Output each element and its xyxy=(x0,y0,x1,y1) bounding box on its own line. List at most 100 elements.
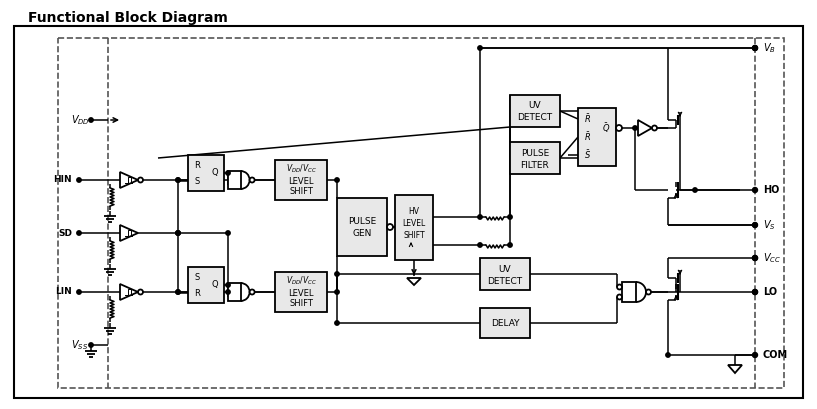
Text: R: R xyxy=(194,160,200,169)
Text: COM: COM xyxy=(763,350,788,360)
Circle shape xyxy=(77,231,81,235)
Bar xyxy=(480,258,530,290)
Bar xyxy=(275,160,327,200)
Circle shape xyxy=(752,45,757,50)
Polygon shape xyxy=(120,284,138,300)
Bar xyxy=(395,195,433,260)
Circle shape xyxy=(176,290,181,294)
Text: FILTER: FILTER xyxy=(520,160,549,169)
Circle shape xyxy=(752,223,757,227)
Text: LEVEL: LEVEL xyxy=(403,218,426,227)
Circle shape xyxy=(225,231,230,235)
Circle shape xyxy=(652,126,657,130)
Circle shape xyxy=(77,178,81,182)
Text: GEN: GEN xyxy=(352,229,372,238)
Text: HO: HO xyxy=(763,185,779,195)
Circle shape xyxy=(508,243,512,247)
Circle shape xyxy=(752,290,757,294)
Circle shape xyxy=(176,290,181,294)
Circle shape xyxy=(508,215,512,219)
Polygon shape xyxy=(638,120,652,136)
Circle shape xyxy=(138,178,143,182)
Circle shape xyxy=(617,285,622,290)
Text: Q: Q xyxy=(212,169,218,178)
Text: $V_S$: $V_S$ xyxy=(763,218,776,232)
Circle shape xyxy=(335,290,339,294)
Text: LIN: LIN xyxy=(56,288,72,297)
Circle shape xyxy=(176,178,181,182)
Text: UV: UV xyxy=(498,265,511,274)
Circle shape xyxy=(752,187,757,193)
Text: SHIFT: SHIFT xyxy=(289,299,313,308)
Text: LO: LO xyxy=(763,287,777,297)
Circle shape xyxy=(335,272,339,276)
Bar xyxy=(337,198,387,256)
Text: SHIFT: SHIFT xyxy=(289,187,313,196)
Bar xyxy=(510,95,560,127)
Circle shape xyxy=(633,126,637,130)
Circle shape xyxy=(478,215,482,219)
Circle shape xyxy=(617,294,622,299)
Circle shape xyxy=(250,178,255,182)
Circle shape xyxy=(646,290,651,294)
Circle shape xyxy=(89,343,93,347)
Circle shape xyxy=(752,256,757,261)
Text: DETECT: DETECT xyxy=(517,114,552,123)
Text: $\bar{S}$: $\bar{S}$ xyxy=(584,148,592,162)
Text: $\bar{Q}$: $\bar{Q}$ xyxy=(602,121,610,135)
Circle shape xyxy=(752,45,757,50)
Circle shape xyxy=(752,46,757,50)
Bar xyxy=(228,283,240,301)
Bar xyxy=(188,155,224,191)
Bar xyxy=(480,308,530,338)
Text: $V_{DD}/V_{CC}$: $V_{DD}/V_{CC}$ xyxy=(285,163,316,175)
Text: $V_{DD}$: $V_{DD}$ xyxy=(70,113,89,127)
Bar xyxy=(510,142,560,174)
Text: UV: UV xyxy=(529,101,542,110)
Text: $V_B$: $V_B$ xyxy=(763,41,776,55)
Circle shape xyxy=(478,46,482,50)
Bar xyxy=(622,282,636,302)
Circle shape xyxy=(250,290,255,294)
Circle shape xyxy=(478,243,482,247)
Circle shape xyxy=(387,224,393,230)
Bar xyxy=(578,108,616,166)
Bar xyxy=(275,272,327,312)
Circle shape xyxy=(77,290,81,294)
Text: PULSE: PULSE xyxy=(348,218,376,227)
Text: LEVEL: LEVEL xyxy=(288,288,314,297)
Circle shape xyxy=(176,178,181,182)
Text: $\bar{R}$: $\bar{R}$ xyxy=(584,130,592,144)
Text: $V_{CC}$: $V_{CC}$ xyxy=(763,251,781,265)
Circle shape xyxy=(752,256,757,261)
Text: SD: SD xyxy=(58,229,72,238)
Text: DETECT: DETECT xyxy=(488,276,523,285)
Bar xyxy=(58,38,784,388)
Circle shape xyxy=(176,231,181,235)
Circle shape xyxy=(225,171,230,175)
Text: Functional Block Diagram: Functional Block Diagram xyxy=(28,11,228,25)
Circle shape xyxy=(225,290,230,294)
Text: S: S xyxy=(194,177,199,186)
Polygon shape xyxy=(728,365,742,373)
Text: HV: HV xyxy=(408,207,419,216)
Circle shape xyxy=(693,188,697,192)
Text: $V_{DD}/V_{CC}$: $V_{DD}/V_{CC}$ xyxy=(285,275,316,287)
Text: S: S xyxy=(194,272,199,281)
Text: HIN: HIN xyxy=(53,175,72,184)
Circle shape xyxy=(89,118,93,122)
Text: DELAY: DELAY xyxy=(491,319,520,328)
Circle shape xyxy=(138,290,143,294)
Circle shape xyxy=(666,353,670,357)
Circle shape xyxy=(176,231,181,235)
Circle shape xyxy=(752,290,757,294)
Circle shape xyxy=(225,283,230,287)
Polygon shape xyxy=(120,172,138,188)
Text: R: R xyxy=(194,288,200,297)
Polygon shape xyxy=(120,225,138,241)
Bar xyxy=(228,171,240,189)
Bar xyxy=(188,267,224,303)
Circle shape xyxy=(176,231,181,235)
Circle shape xyxy=(335,178,339,182)
Circle shape xyxy=(752,222,757,227)
